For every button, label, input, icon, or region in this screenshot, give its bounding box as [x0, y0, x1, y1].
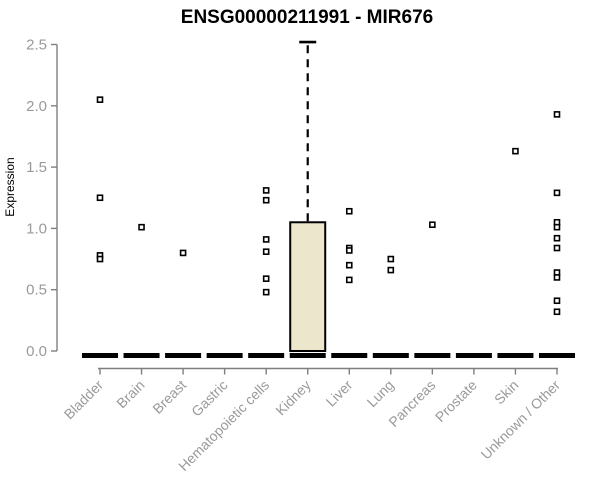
median-line: [82, 353, 118, 358]
outlier-point: [262, 248, 270, 255]
chart-title: ENSG00000211991 - MIR676: [181, 7, 433, 28]
x-category-label: Lung: [364, 377, 397, 410]
median-line: [331, 353, 368, 358]
outlier-point: [553, 244, 561, 252]
x-category-label: Prostate: [432, 377, 480, 425]
y-tick-label: 0.5: [26, 282, 47, 299]
x-category-label: Skin: [491, 377, 522, 408]
y-tick-label: 1.0: [26, 220, 47, 237]
outlier-point: [345, 207, 353, 215]
outlier-point: [512, 147, 519, 155]
median-line: [123, 353, 160, 358]
y-tick-label: 1.5: [26, 159, 47, 176]
median-line: [206, 353, 243, 358]
outlier-point: [553, 223, 561, 231]
median-line: [538, 353, 575, 358]
y-axis-title: Expression: [3, 157, 17, 216]
outlier-point: [553, 297, 561, 305]
x-category-label: Unknown / Other: [478, 377, 564, 463]
outlier-point: [96, 96, 104, 103]
outlier-point: [262, 236, 270, 243]
outlier-point: [96, 255, 104, 263]
outlier-point: [345, 276, 353, 284]
outlier-point: [262, 275, 270, 282]
median-line: [165, 353, 202, 358]
outlier-point: [429, 221, 436, 229]
median-line: [372, 353, 409, 358]
outlier-point: [553, 274, 561, 281]
outlier-point: [387, 266, 395, 274]
outlier-point: [262, 196, 270, 204]
y-tick-label: 2.5: [26, 37, 47, 54]
y-tick-label: 0.0: [26, 343, 47, 360]
outlier-point: [553, 111, 561, 118]
x-category-label: Brain: [113, 377, 147, 411]
outlier-point: [262, 187, 270, 194]
outlier-point: [553, 308, 561, 316]
outlier-point: [262, 288, 270, 296]
x-category-label: Liver: [323, 377, 356, 410]
outlier-point: [179, 249, 187, 257]
outlier-point: [96, 194, 104, 202]
y-axis: 0.0 0.5 1.0 1.5 2.0 2.5: [26, 37, 58, 360]
outlier-point: [138, 223, 145, 231]
outlier-point: [345, 261, 353, 269]
box: [289, 221, 327, 352]
plot-area: [82, 40, 575, 358]
outlier-point: [345, 247, 353, 254]
median-line: [455, 353, 492, 358]
outlier-point: [553, 189, 561, 197]
x-category-label: Kidney: [272, 377, 314, 419]
median-line: [289, 353, 326, 358]
x-category-label: Breast: [149, 377, 189, 417]
median-line: [497, 353, 534, 358]
y-tick-label: 2.0: [26, 98, 47, 115]
outlier-point: [387, 255, 395, 263]
outlier-point: [553, 234, 561, 242]
median-line: [248, 353, 285, 358]
x-category-label: Bladder: [61, 377, 107, 423]
median-line: [414, 353, 451, 358]
